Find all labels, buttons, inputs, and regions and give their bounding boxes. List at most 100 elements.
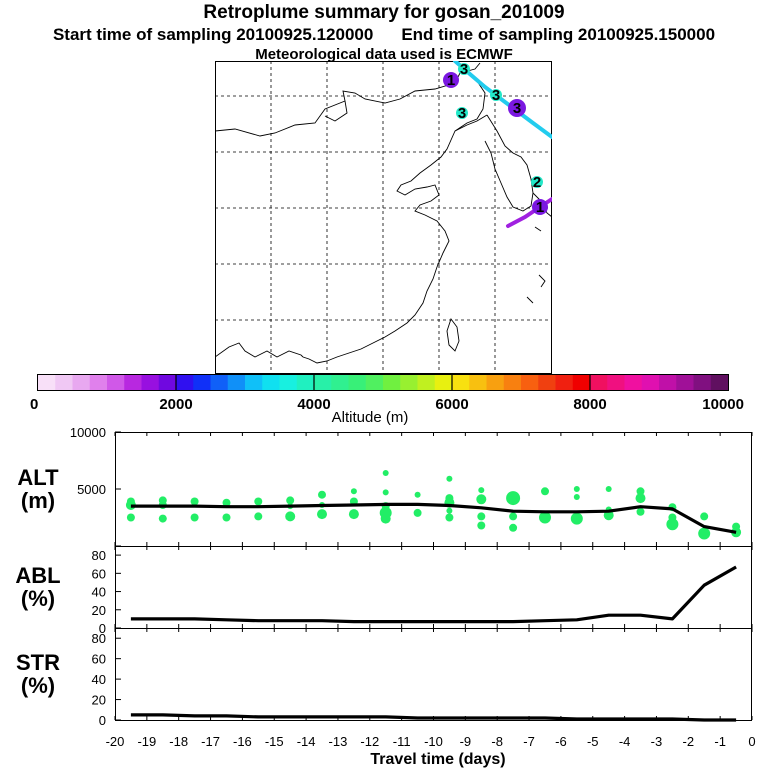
x-tick-label: -20 — [106, 734, 125, 749]
x-tick-label: -10 — [424, 734, 443, 749]
altitude-colorbar: 0 2000 4000 6000 8000 10000 Altitude (m) — [30, 374, 744, 426]
altitude-scatter-point — [446, 507, 453, 514]
x-tick-label: -11 — [393, 734, 411, 749]
altitude-scatter-point — [413, 508, 422, 517]
altitude-scatter-point — [382, 470, 389, 476]
island-segment — [526, 296, 534, 304]
altitude-scatter-point — [573, 486, 580, 492]
trajectory-marker-label: 3 — [513, 100, 521, 117]
colorbar-cell — [383, 375, 401, 390]
y-axis-label: (%) — [21, 673, 55, 698]
altitude-scatter-point — [350, 488, 357, 495]
trajectory-marker — [490, 89, 502, 101]
island-segment — [534, 226, 542, 232]
altitude-scatter-point — [476, 494, 487, 505]
southern-border — [215, 342, 304, 358]
colorbar-cell — [314, 375, 332, 390]
trajectory-marker-label: 3 — [492, 87, 500, 104]
altitude-scatter-point — [477, 521, 486, 530]
y-tick-label: 10000 — [70, 425, 106, 440]
trajectory-marker — [531, 176, 543, 188]
x-tick-label: -4 — [619, 734, 631, 749]
colorbar-cell — [624, 375, 643, 390]
colorbar-ticks: 0 2000 4000 6000 8000 10000 — [30, 375, 744, 413]
colorbar-cell — [590, 375, 608, 390]
altitude-scatter-point — [506, 491, 521, 506]
altitude-scatter-point — [318, 490, 326, 499]
x-tick-label: -8 — [491, 734, 503, 749]
colorbar-cell — [434, 375, 453, 390]
altitude-scatter-point — [573, 494, 580, 500]
y-axis-label: (%) — [21, 586, 55, 611]
panel-frame — [115, 432, 752, 547]
altitude-scatter-point — [541, 487, 549, 496]
altitude-scatter-point — [286, 496, 295, 505]
y-tick-label: 60 — [92, 566, 106, 581]
y-tick-label: 40 — [92, 672, 106, 687]
altitude-scatter-point — [190, 497, 199, 506]
colorbar-title: Altitude (m) — [332, 409, 409, 426]
colorbar-tick-label: 8000 — [573, 396, 606, 413]
x-tick-label: -5 — [587, 734, 599, 749]
y-axis-label: STR — [16, 650, 60, 675]
colorbar-tick-label: 2000 — [159, 396, 192, 413]
colorbar-tick-label: 4000 — [297, 396, 330, 413]
colorbar-cell — [503, 375, 522, 390]
colorbar-cell — [538, 375, 557, 390]
abl-panel: 0 20 40 60 80 ABL(%) — [15, 546, 753, 636]
altitude-scatter-point — [446, 475, 453, 482]
x-tick-label: -15 — [265, 734, 284, 749]
x-tick-label: -17 — [201, 734, 220, 749]
colorbar-cell — [141, 375, 160, 390]
colorbar-cell — [521, 375, 539, 390]
abl-series-line — [130, 565, 737, 624]
colorbar-cell — [400, 375, 419, 390]
x-tick-label: -3 — [651, 734, 663, 749]
trajectory-marker — [532, 199, 548, 215]
altitude-scatter-point — [414, 491, 421, 498]
colorbar-cell — [641, 375, 660, 390]
colorbar-cell — [124, 375, 143, 390]
altitude-scatter-point — [636, 487, 645, 496]
trajectory-marker-label: 3 — [458, 105, 466, 122]
altitude-scatter-point — [317, 509, 327, 520]
trajectory-marker — [458, 63, 470, 75]
altitude-scatter-point — [285, 511, 296, 522]
colorbar-cell — [469, 375, 488, 390]
colorbar-cell — [572, 375, 591, 390]
colorbar-cell — [417, 375, 436, 390]
altitude-scatter-point — [636, 507, 645, 516]
altitude-scatter-point — [382, 489, 389, 496]
trajectory-marker — [456, 107, 468, 119]
sampling-times: Start time of sampling 20100925.120000 En… — [0, 25, 768, 45]
colorbar-cell — [55, 375, 74, 390]
chart-title: Retroplume summary for gosan_201009 — [203, 2, 565, 23]
altitude-scatter-point — [700, 512, 709, 521]
colorbar-tick-label: 10000 — [702, 396, 744, 413]
colorbar-cell — [486, 375, 505, 390]
y-axis-label: ALT — [17, 465, 59, 490]
trajectory-line-cyan — [453, 61, 552, 139]
y-tick-label: 20 — [92, 693, 106, 708]
altitude-scatter-point — [539, 511, 551, 524]
altitude-scatter-point — [666, 518, 679, 531]
altitude-scatter-point — [222, 513, 231, 522]
colorbar-cell — [262, 375, 281, 390]
altitude-scatter-point — [477, 512, 486, 521]
altitude-scatter-point — [509, 523, 518, 532]
altitude-scatter-point — [126, 513, 135, 522]
y-tick-label: 0 — [99, 713, 106, 728]
colorbar-frame — [37, 374, 729, 391]
x-tick-label: -13 — [329, 734, 348, 749]
y-tick-label: 60 — [92, 652, 106, 667]
y-tick-label: 20 — [92, 603, 106, 618]
x-tick-label: 0 — [748, 734, 755, 749]
colorbar-cell — [72, 375, 91, 390]
colorbar-cell — [365, 375, 384, 390]
border-segment — [324, 100, 348, 122]
altitude-scatter-point — [509, 512, 518, 521]
colorbar-cell — [158, 375, 177, 390]
y-tick-label: 80 — [92, 631, 106, 646]
x-tick-label: -12 — [360, 734, 379, 749]
